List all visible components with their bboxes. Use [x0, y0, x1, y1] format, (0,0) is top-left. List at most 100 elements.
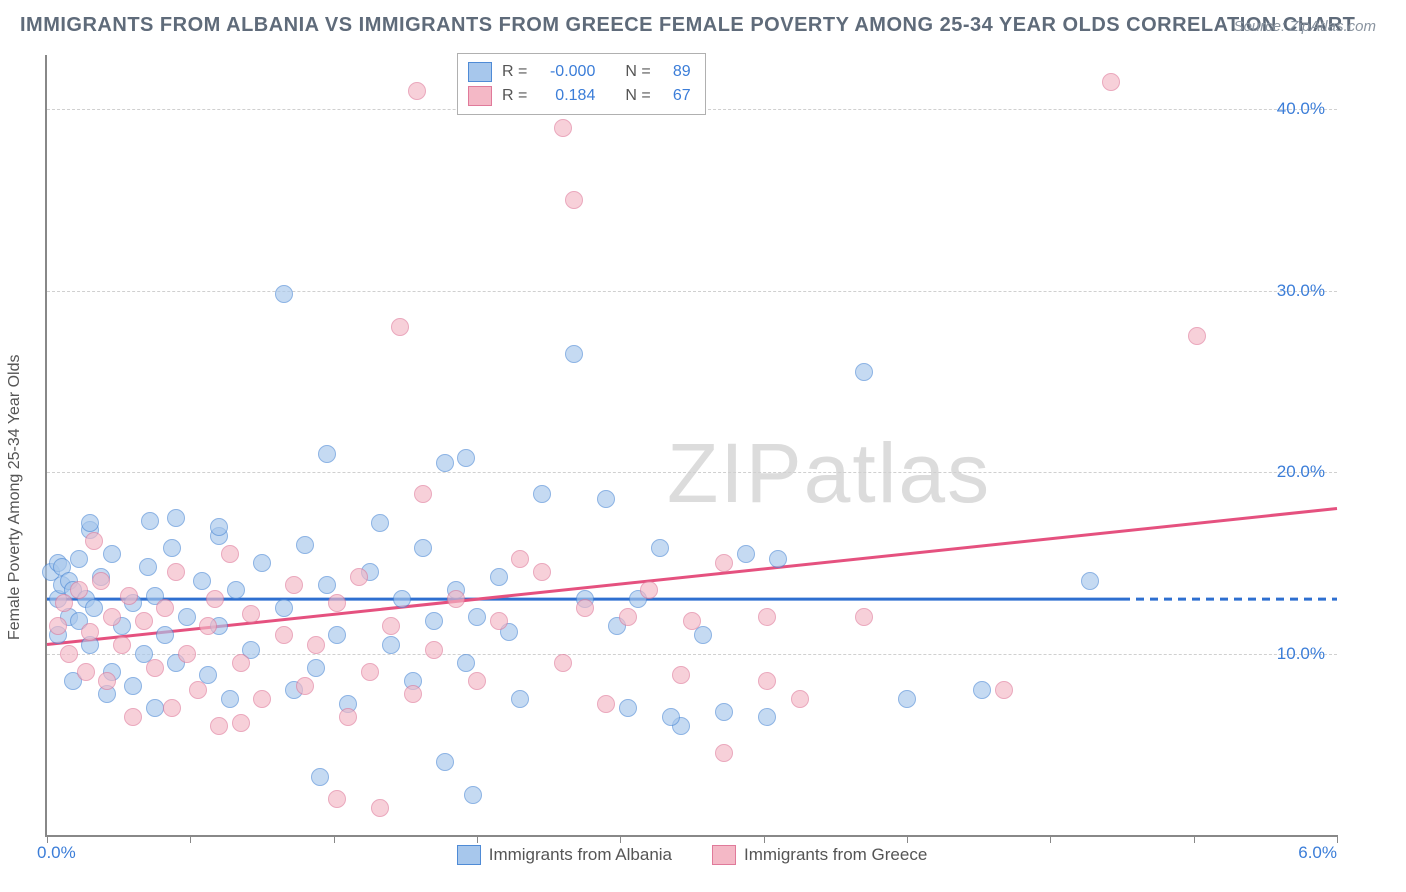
data-point — [98, 672, 116, 690]
data-point — [382, 636, 400, 654]
data-point — [156, 599, 174, 617]
data-point — [973, 681, 991, 699]
data-point — [651, 539, 669, 557]
x-minor-tick — [334, 835, 335, 843]
data-point — [70, 550, 88, 568]
data-point — [210, 717, 228, 735]
data-point — [146, 699, 164, 717]
data-point — [576, 599, 594, 617]
data-point — [404, 685, 422, 703]
data-point — [227, 581, 245, 599]
data-point — [85, 532, 103, 550]
x-minor-tick — [907, 835, 908, 843]
data-point — [425, 612, 443, 630]
data-point — [178, 645, 196, 663]
data-point — [565, 345, 583, 363]
data-point — [758, 672, 776, 690]
data-point — [253, 690, 271, 708]
data-point — [769, 550, 787, 568]
data-point — [49, 617, 67, 635]
data-point — [307, 636, 325, 654]
data-point — [103, 545, 121, 563]
data-point — [393, 590, 411, 608]
data-point — [318, 576, 336, 594]
data-point — [103, 608, 121, 626]
data-point — [619, 608, 637, 626]
data-point — [135, 612, 153, 630]
data-point — [791, 690, 809, 708]
data-point — [81, 623, 99, 641]
legend-item-greece: Immigrants from Greece — [712, 845, 927, 865]
data-point — [490, 568, 508, 586]
data-point — [511, 550, 529, 568]
data-point — [715, 744, 733, 762]
data-point — [232, 654, 250, 672]
data-point — [694, 626, 712, 644]
data-point — [77, 663, 95, 681]
data-point — [554, 654, 572, 672]
x-minor-tick — [47, 835, 48, 843]
x-minor-tick — [1337, 835, 1338, 843]
x-minor-tick — [190, 835, 191, 843]
data-point — [995, 681, 1013, 699]
data-point — [371, 514, 389, 532]
data-point — [468, 672, 486, 690]
data-point — [221, 545, 239, 563]
data-point — [221, 690, 239, 708]
data-point — [662, 708, 680, 726]
data-point — [554, 119, 572, 137]
data-point — [328, 594, 346, 612]
data-point — [167, 509, 185, 527]
data-point — [758, 708, 776, 726]
data-point — [328, 790, 346, 808]
legend-label-albania: Immigrants from Albania — [489, 845, 672, 865]
data-point — [457, 449, 475, 467]
data-point — [275, 626, 293, 644]
x-minor-tick — [1194, 835, 1195, 843]
data-point — [758, 608, 776, 626]
data-point — [85, 599, 103, 617]
data-point — [253, 554, 271, 572]
chart-container: IMMIGRANTS FROM ALBANIA VS IMMIGRANTS FR… — [0, 0, 1406, 892]
x-minor-tick — [764, 835, 765, 843]
data-point — [464, 786, 482, 804]
data-point — [371, 799, 389, 817]
y-axis-label: Female Poverty Among 25-34 Year Olds — [6, 355, 24, 641]
x-minor-tick — [477, 835, 478, 843]
data-point — [167, 563, 185, 581]
data-point — [382, 617, 400, 635]
data-point — [565, 191, 583, 209]
data-point — [206, 590, 224, 608]
legend-item-albania: Immigrants from Albania — [457, 845, 672, 865]
data-point — [178, 608, 196, 626]
data-point — [55, 594, 73, 612]
data-point — [120, 587, 138, 605]
data-point — [296, 536, 314, 554]
data-point — [715, 554, 733, 572]
data-point — [468, 608, 486, 626]
data-point — [533, 485, 551, 503]
data-point — [275, 599, 293, 617]
data-point — [898, 690, 916, 708]
data-point — [156, 626, 174, 644]
data-point — [715, 703, 733, 721]
data-point — [1081, 572, 1099, 590]
series-legend: Immigrants from Albania Immigrants from … — [47, 845, 1337, 865]
x-minor-tick — [620, 835, 621, 843]
data-point — [210, 518, 228, 536]
data-point — [141, 512, 159, 530]
data-point — [124, 708, 142, 726]
data-point — [70, 581, 88, 599]
data-point — [189, 681, 207, 699]
data-point — [414, 485, 432, 503]
data-point — [163, 539, 181, 557]
data-point — [307, 659, 325, 677]
data-point — [425, 641, 443, 659]
data-point — [447, 590, 465, 608]
data-point — [318, 445, 336, 463]
data-point — [113, 636, 131, 654]
data-point — [193, 572, 211, 590]
chart-title: IMMIGRANTS FROM ALBANIA VS IMMIGRANTS FR… — [20, 14, 1355, 37]
legend-swatch-greece-bottom — [712, 845, 736, 865]
data-point — [146, 659, 164, 677]
